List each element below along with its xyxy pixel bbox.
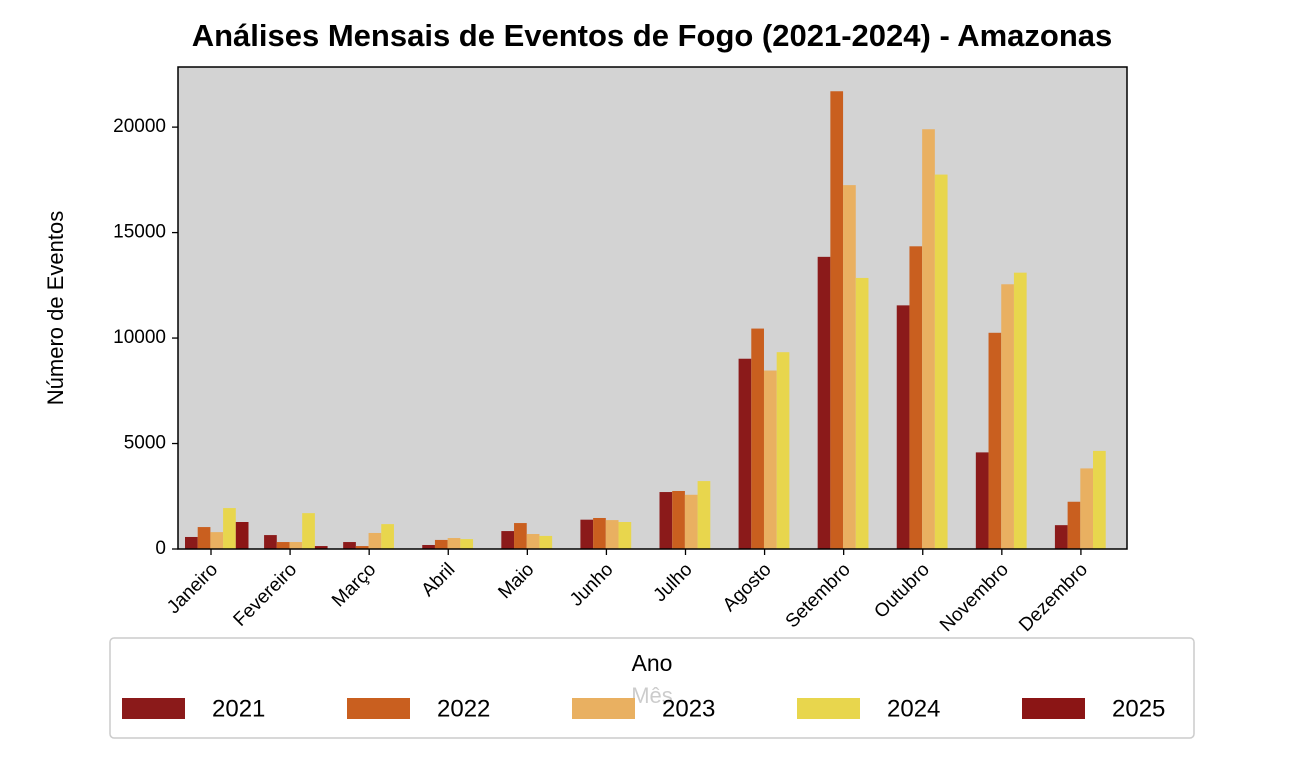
bar xyxy=(381,524,394,549)
bar xyxy=(896,305,910,549)
bar xyxy=(909,246,923,549)
legend-swatch xyxy=(572,698,635,719)
bar xyxy=(314,546,328,549)
x-tick-label: Janeiro xyxy=(163,559,222,618)
legend-label: 2022 xyxy=(437,695,490,722)
y-tick-label: 5000 xyxy=(124,433,166,454)
bar xyxy=(1001,284,1014,549)
bar xyxy=(580,519,594,549)
bar xyxy=(1080,468,1094,549)
bar xyxy=(593,517,606,549)
bar xyxy=(289,542,303,549)
bar xyxy=(422,544,435,549)
x-tick-label: Outubro xyxy=(870,559,933,622)
bar xyxy=(672,490,685,549)
bar xyxy=(817,256,831,549)
bar xyxy=(355,546,369,549)
legend-label: 2021 xyxy=(212,695,265,722)
chart-title: Análises Mensais de Eventos de Fogo (202… xyxy=(192,18,1113,53)
x-tick-label: Novembro xyxy=(936,559,1013,636)
y-tick-label: 20000 xyxy=(113,116,166,137)
bar xyxy=(763,370,777,549)
bar xyxy=(659,492,673,549)
plot-frame xyxy=(177,66,1128,550)
bar xyxy=(460,539,474,549)
legend-label: 2025 xyxy=(1112,695,1165,722)
bar xyxy=(988,332,1002,549)
bar xyxy=(1093,450,1106,549)
x-tick-label: Setembro xyxy=(782,559,855,632)
bar xyxy=(264,535,277,549)
legend-label: 2023 xyxy=(662,695,715,722)
bar xyxy=(223,508,236,549)
bar xyxy=(302,513,315,549)
bar xyxy=(447,538,461,549)
bar xyxy=(738,358,752,549)
bar xyxy=(276,542,290,549)
bar xyxy=(843,185,856,550)
bar xyxy=(197,527,211,549)
bar xyxy=(1054,525,1068,549)
legend-swatch xyxy=(347,698,410,719)
bar xyxy=(210,532,224,549)
bar xyxy=(922,129,935,549)
plot-background xyxy=(178,67,1127,549)
bar xyxy=(855,277,869,549)
x-tick-label: Junho xyxy=(566,559,617,610)
x-tick-label: Março xyxy=(328,559,380,611)
legend-swatch xyxy=(122,698,185,719)
bar xyxy=(501,531,515,549)
legend-title: Ano xyxy=(632,650,673,676)
bar xyxy=(975,452,989,549)
bar xyxy=(368,532,382,549)
y-tick-label: 0 xyxy=(155,538,166,559)
legend-swatch xyxy=(797,698,860,719)
x-tick-label: Dezembro xyxy=(1015,559,1092,636)
bar xyxy=(539,535,553,549)
legend-label: 2024 xyxy=(887,695,940,722)
bar xyxy=(751,328,764,549)
bar xyxy=(618,521,632,549)
legend-swatch xyxy=(1022,698,1085,719)
x-tick-label: Agosto xyxy=(719,559,776,616)
x-tick-label: Maio xyxy=(494,559,538,603)
bar xyxy=(684,494,698,549)
bar xyxy=(1013,272,1027,549)
bar xyxy=(434,539,448,549)
bar xyxy=(830,91,844,549)
bar xyxy=(1067,501,1081,549)
bar xyxy=(697,481,711,549)
y-axis-label: Número de Eventos xyxy=(43,211,68,405)
bar xyxy=(934,174,948,549)
bar xyxy=(514,523,527,549)
bar xyxy=(343,542,356,549)
bar xyxy=(526,534,540,549)
x-tick-label: Fevereiro xyxy=(230,559,302,631)
bar xyxy=(235,521,249,549)
bar xyxy=(776,352,790,549)
y-tick-label: 10000 xyxy=(113,327,166,348)
x-tick-label: Julho xyxy=(650,559,697,606)
bar xyxy=(185,536,198,549)
y-tick-label: 15000 xyxy=(113,222,166,243)
x-tick-label: Abril xyxy=(418,559,460,601)
bar xyxy=(605,520,619,549)
